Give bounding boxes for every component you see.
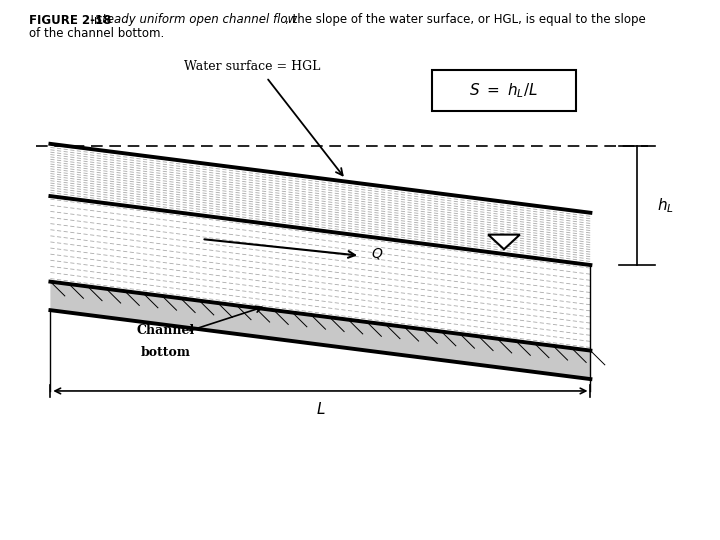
- Polygon shape: [50, 282, 590, 379]
- Text: of the channel bottom.: of the channel bottom.: [29, 27, 164, 40]
- Polygon shape: [50, 144, 590, 265]
- Text: , the slope of the water surface, or HGL, is equal to the slope: , the slope of the water surface, or HGL…: [285, 14, 646, 26]
- Text: Basic Environmental Technology, Sixth Edition: Basic Environmental Technology, Sixth Ed…: [130, 507, 339, 516]
- Text: Water surface = HGL: Water surface = HGL: [184, 59, 320, 72]
- Text: All Rights Reserved: All Rights Reserved: [432, 529, 520, 537]
- Text: PEARSON: PEARSON: [634, 507, 716, 522]
- FancyBboxPatch shape: [432, 70, 576, 111]
- Text: Copyright © 2015 by Pearson Education, Inc.: Copyright © 2015 by Pearson Education, I…: [432, 507, 636, 516]
- Text: Channel: Channel: [137, 325, 194, 338]
- Text: Jerry A. Nathanson | Richard A. Schneider: Jerry A. Nathanson | Richard A. Schneide…: [130, 529, 318, 537]
- Polygon shape: [50, 196, 590, 350]
- Text: $S\ =\ h_L/L$: $S\ =\ h_L/L$: [469, 81, 539, 100]
- Text: FIGURE 2-18: FIGURE 2-18: [29, 14, 111, 26]
- Text: In: In: [83, 14, 105, 26]
- Text: $L$: $L$: [315, 401, 325, 417]
- Text: $h_L$: $h_L$: [657, 196, 675, 215]
- Text: bottom: bottom: [140, 346, 191, 359]
- Text: steady uniform open channel flow: steady uniform open channel flow: [96, 14, 297, 26]
- Text: $Q$: $Q$: [371, 246, 383, 261]
- Text: ALWAYS LEARNING: ALWAYS LEARNING: [4, 510, 107, 520]
- Polygon shape: [488, 234, 520, 249]
